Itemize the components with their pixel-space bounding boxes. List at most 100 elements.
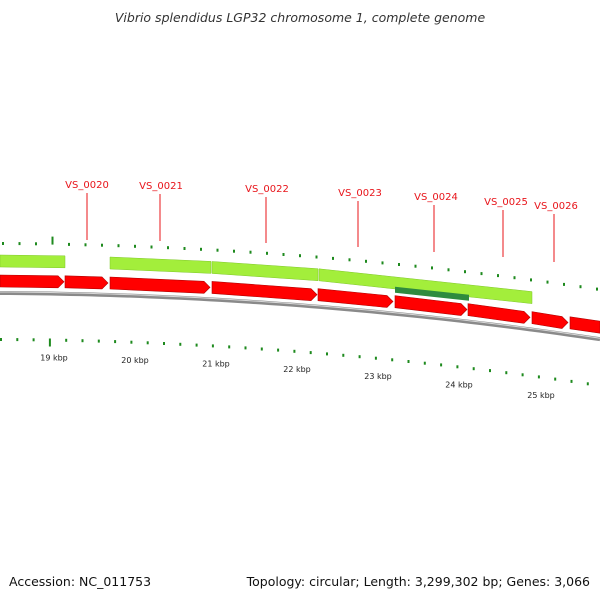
upper-tick-mark bbox=[381, 261, 384, 265]
gene-label[interactable]: VS_0022 bbox=[245, 184, 289, 195]
scale-tick-mark bbox=[163, 342, 165, 345]
scale-tick-mark bbox=[440, 363, 443, 367]
upper-tick-mark bbox=[480, 272, 483, 276]
genome-stats-text: Topology: circular; Length: 3,299,302 bp… bbox=[246, 574, 590, 589]
upper-tick-mark bbox=[299, 254, 301, 258]
gene-label[interactable]: VS_0021 bbox=[139, 181, 183, 192]
upper-tick-mark bbox=[530, 278, 532, 282]
upper-tick-mark bbox=[134, 244, 136, 248]
gene-feature[interactable] bbox=[109, 256, 212, 274]
backbone-line bbox=[0, 291, 600, 342]
upper-tick-mark bbox=[348, 258, 351, 262]
scale-tick-mark bbox=[407, 360, 410, 363]
upper-tick-mark bbox=[68, 242, 70, 246]
gene-label[interactable]: VS_0020 bbox=[65, 180, 109, 191]
upper-tick-mark bbox=[464, 270, 466, 274]
gene-label-track: VS_0020 VS_0021 VS_0022 VS_0023 VS_0024 VS_00… bbox=[65, 180, 578, 262]
upper-tick-mark bbox=[84, 243, 87, 247]
scale-tick-mark bbox=[374, 356, 377, 360]
upper-tick-mark bbox=[596, 287, 598, 291]
upper-tick-mark bbox=[365, 259, 367, 263]
scale-tick-mark bbox=[48, 338, 51, 347]
cds-arrow[interactable] bbox=[64, 275, 109, 290]
upper-tick-mark bbox=[200, 247, 202, 251]
cds-arrow[interactable] bbox=[317, 288, 394, 308]
gene-feature[interactable] bbox=[211, 261, 319, 281]
upper-tick-mark bbox=[249, 250, 252, 254]
scale-tick-mark bbox=[195, 343, 198, 347]
cds-feature-track bbox=[0, 274, 600, 334]
upper-tick-mark bbox=[447, 268, 450, 272]
upper-tick-mark bbox=[167, 246, 169, 250]
scale-label: 19 kbp bbox=[40, 354, 68, 363]
scale-label: 23 kbp bbox=[364, 372, 392, 381]
scale-tick-mark bbox=[65, 338, 68, 342]
upper-tick-mark bbox=[546, 280, 549, 284]
upper-tick-mark bbox=[315, 255, 318, 259]
scale-tick-mark bbox=[586, 382, 589, 386]
gene-label[interactable]: VS_0025 bbox=[484, 197, 528, 208]
upper-tick-mark bbox=[233, 249, 235, 253]
accession-text: Accession: NC_011753 bbox=[9, 574, 152, 589]
upper-tick-mark bbox=[282, 253, 285, 256]
scale-label: 22 kbp bbox=[283, 365, 311, 374]
cds-arrow[interactable] bbox=[531, 311, 569, 329]
scale-tick-mark bbox=[472, 367, 475, 371]
cds-arrow[interactable] bbox=[0, 274, 65, 289]
scale-tick-mark bbox=[244, 346, 247, 350]
upper-tick-mark bbox=[332, 256, 334, 260]
cds-arrow[interactable] bbox=[569, 316, 600, 334]
upper-tick-mark bbox=[398, 263, 400, 266]
scale-tick-mark bbox=[16, 338, 19, 342]
cds-arrow[interactable] bbox=[109, 276, 211, 294]
gene-feature-track bbox=[0, 254, 533, 304]
gene-feature[interactable] bbox=[0, 254, 66, 269]
scale-tick-mark bbox=[0, 338, 2, 341]
scale-tick-mark bbox=[309, 351, 312, 355]
upper-tick-mark bbox=[414, 264, 417, 268]
upper-tick-mark bbox=[431, 266, 433, 270]
upper-tick-mark bbox=[183, 247, 186, 250]
upper-tick-mark bbox=[117, 244, 120, 248]
upper-tick-mark bbox=[35, 242, 37, 246]
scale-tick-mark bbox=[537, 375, 540, 379]
scale-tick-mark bbox=[211, 344, 214, 348]
upper-tick-mark bbox=[18, 242, 21, 246]
upper-tick-mark bbox=[150, 245, 153, 249]
scale-tick-mark bbox=[130, 340, 133, 344]
gene-feature[interactable] bbox=[318, 268, 533, 304]
gene-label[interactable]: VS_0024 bbox=[414, 192, 458, 203]
upper-tick-mark bbox=[2, 242, 4, 245]
scale-tick-mark bbox=[179, 342, 182, 346]
cds-arrow[interactable] bbox=[211, 281, 318, 301]
chromosome-backbone bbox=[0, 291, 600, 342]
scale-tick-mark bbox=[423, 361, 426, 365]
scale-tick-mark bbox=[554, 377, 557, 381]
scale-tick-mark bbox=[260, 347, 263, 351]
selected-gene-feature[interactable] bbox=[395, 286, 469, 301]
cds-arrow[interactable] bbox=[394, 295, 468, 316]
scale-tick-mark bbox=[277, 348, 280, 352]
scale-tick-mark bbox=[489, 369, 491, 373]
upper-tick-mark bbox=[563, 282, 565, 286]
scale-tick-mark bbox=[456, 365, 459, 369]
scale-label: 21 kbp bbox=[202, 360, 230, 369]
scale-label: 24 kbp bbox=[445, 381, 473, 390]
map-title: Vibrio splendidus LGP32 chromosome 1, co… bbox=[114, 10, 486, 25]
backbone-highlight bbox=[0, 291, 600, 339]
cds-arrow[interactable] bbox=[467, 303, 531, 324]
scale-tick-mark bbox=[570, 379, 573, 383]
upper-tick-mark bbox=[216, 248, 219, 252]
upper-tick-track bbox=[2, 236, 598, 291]
upper-tick-mark bbox=[51, 236, 54, 245]
gene-label[interactable]: VS_0023 bbox=[338, 188, 382, 199]
scale-label: 20 kbp bbox=[121, 356, 149, 365]
scale-tick-mark bbox=[81, 339, 84, 343]
upper-tick-mark bbox=[497, 274, 499, 278]
gene-label[interactable]: VS_0026 bbox=[534, 201, 578, 212]
scale-label-track: 19 kbp 20 kbp 21 kbp 22 kbp 23 kbp 24 kbp 25 k… bbox=[40, 354, 555, 400]
scale-tick-mark bbox=[391, 358, 394, 362]
scale-tick-mark bbox=[97, 339, 100, 343]
